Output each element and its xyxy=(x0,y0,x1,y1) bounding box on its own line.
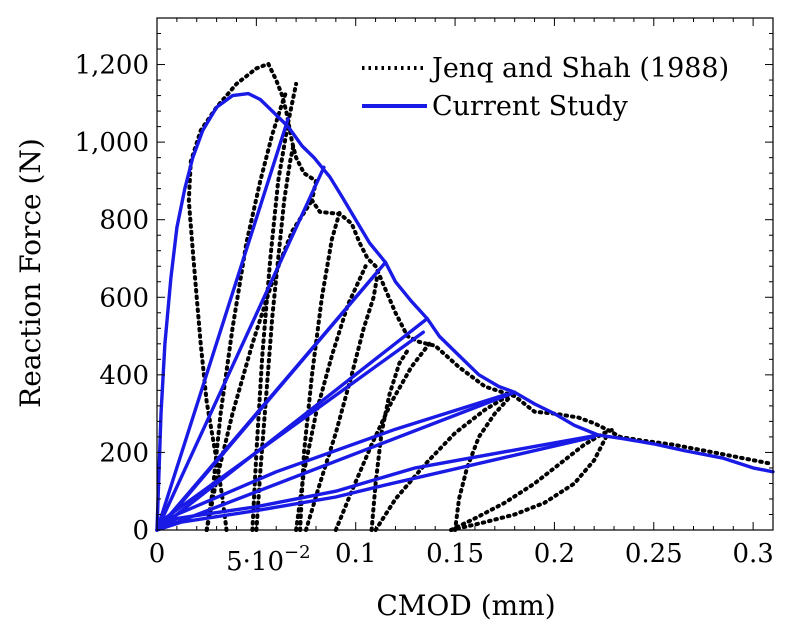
series-1-segment-4 xyxy=(155,272,378,532)
legend-label-jenq-shah: Jenq and Shah (1988) xyxy=(429,53,729,84)
axes xyxy=(156,17,774,531)
x-tick-label: 0.15 xyxy=(426,539,484,569)
series-0 xyxy=(186,61,775,532)
y-tick-label: 1,000 xyxy=(75,128,149,158)
series-1 xyxy=(155,91,775,532)
series-0-segment-6 xyxy=(294,264,368,532)
legend: Jenq and Shah (1988) Current Study xyxy=(350,35,755,125)
series-1-segment-8 xyxy=(155,392,509,532)
y-tick-label: 200 xyxy=(99,438,149,468)
series-0-segment-0 xyxy=(186,61,775,532)
x-tick-exponent: −2 xyxy=(284,542,311,563)
legend-box xyxy=(350,35,755,125)
series-0-segment-12 xyxy=(449,427,616,532)
series-1-segment-10 xyxy=(155,435,596,532)
series-0-segment-13 xyxy=(449,434,609,532)
x-tick-label: 0 xyxy=(149,539,166,569)
series-1-segment-0 xyxy=(155,91,775,532)
x-tick-label: 0.3 xyxy=(732,539,773,569)
y-axis-label: Reaction Force (N) xyxy=(14,138,47,408)
series-1-segment-1 xyxy=(155,117,290,532)
x-tick-label: 5·10−2 xyxy=(226,542,310,577)
series-layer xyxy=(155,61,775,532)
series-0-segment-5 xyxy=(298,209,342,532)
series-0-segment-2 xyxy=(254,140,297,532)
series-0-segment-7 xyxy=(304,272,380,532)
series-0-segment-9 xyxy=(333,341,432,532)
y-tick-label: 0 xyxy=(132,516,149,546)
x-tick-label: 0.2 xyxy=(534,539,575,569)
tick-labels: 0 5·10−2 0.1 0.15 0.2 0.25 0.3 0 200 400 600 800 1,0… xyxy=(75,51,774,577)
x-tick-label: 0.25 xyxy=(625,539,683,569)
series-1-segment-9 xyxy=(155,433,600,532)
series-0-segment-10 xyxy=(373,392,513,532)
y-tick-label: 1,200 xyxy=(75,51,149,81)
y-tick-label: 600 xyxy=(99,283,149,313)
series-1-segment-2 xyxy=(155,165,326,532)
y-tick-label: 400 xyxy=(99,361,149,391)
legend-label-current-study: Current Study xyxy=(432,91,629,122)
y-tick-label: 800 xyxy=(99,206,149,236)
series-1-segment-7 xyxy=(155,390,517,532)
x-tick-label: 0.1 xyxy=(335,539,376,569)
series-1-segment-5 xyxy=(155,316,429,532)
plot-frame xyxy=(156,17,774,531)
series-0-segment-11 xyxy=(453,394,513,532)
x-axis-label: CMOD (mm) xyxy=(376,589,555,622)
